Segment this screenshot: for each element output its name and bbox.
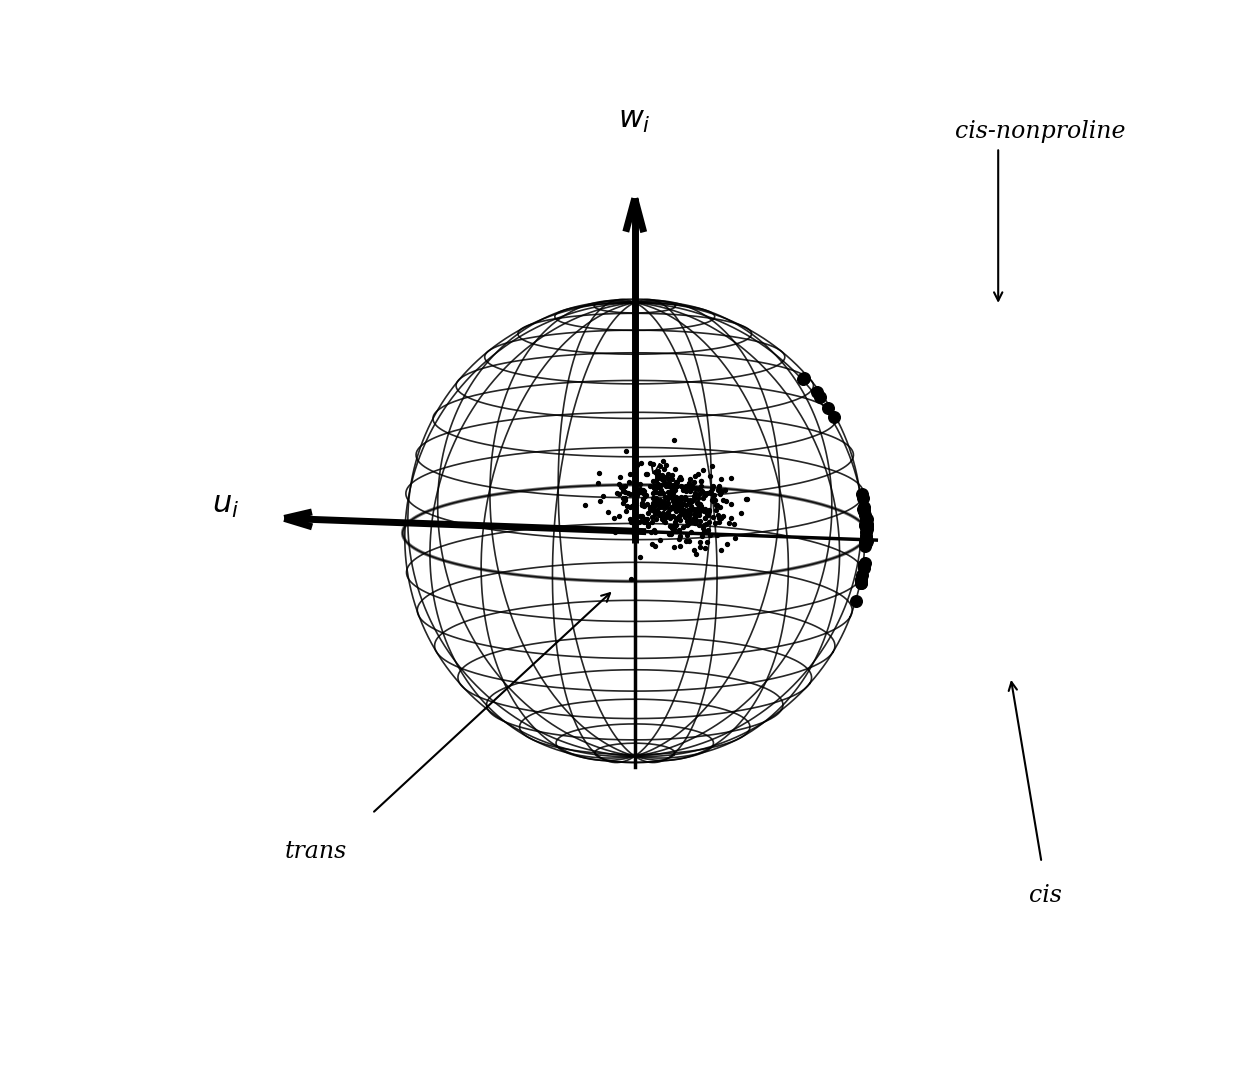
Text: cis: cis [1029, 883, 1063, 907]
Text: trans: trans [285, 840, 347, 864]
Text: cis-nonproline: cis-nonproline [955, 119, 1126, 143]
